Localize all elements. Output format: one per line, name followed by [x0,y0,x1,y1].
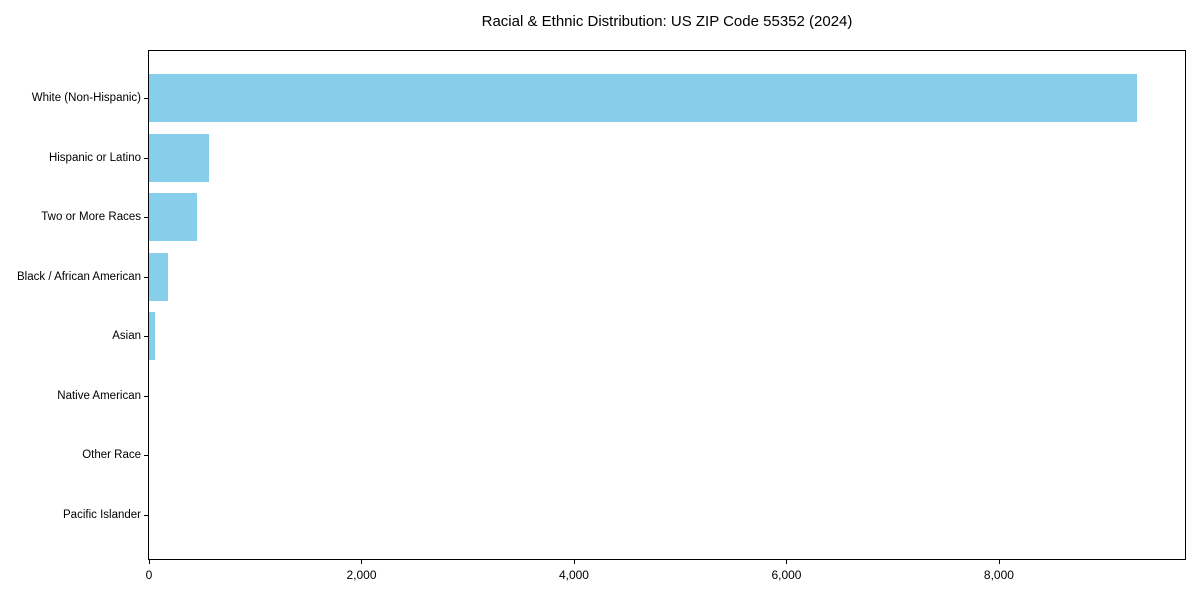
y-tick [144,515,148,516]
y-tick [144,157,148,159]
y-axis-label: Other Race [82,449,141,462]
y-axis-label: Black / African American [17,270,141,283]
plot-area: White (Non-Hispanic) Hispanic or Latino Tw… [17,50,1186,582]
bar [149,193,197,242]
y-axis-label: Pacific Islander [63,509,141,521]
bar [149,312,155,361]
chart-title: Racial & Ethnic Distribution: US ZIP Cod… [481,13,853,30]
x-axis-label: 0 [145,568,153,582]
x-tick [786,560,788,564]
y-tick [144,98,148,99]
y-tick [144,395,148,397]
x-axis-label: 8,000 [983,568,1014,582]
y-tick [144,276,148,278]
bar [149,133,210,182]
y-axis-label: White (Non-Hispanic) [31,92,141,104]
y-tick [144,336,148,338]
y-axis-label: Asian [112,330,141,343]
x-tick [361,560,363,564]
y-tick [144,217,148,219]
x-tick [573,560,575,564]
bar [149,252,169,301]
x-tick [149,560,150,564]
x-axis-label: 6,000 [771,568,802,582]
y-axis-label: Native American [57,389,141,402]
y-axis-label: Hispanic or Latino [48,151,141,164]
y-axis-label: Two or More Races [41,211,141,224]
x-axis-label: 4,000 [558,568,589,582]
bar [149,74,1138,122]
x-axis-label: 2,000 [346,568,377,582]
y-tick [144,455,148,457]
x-tick [998,560,1000,564]
